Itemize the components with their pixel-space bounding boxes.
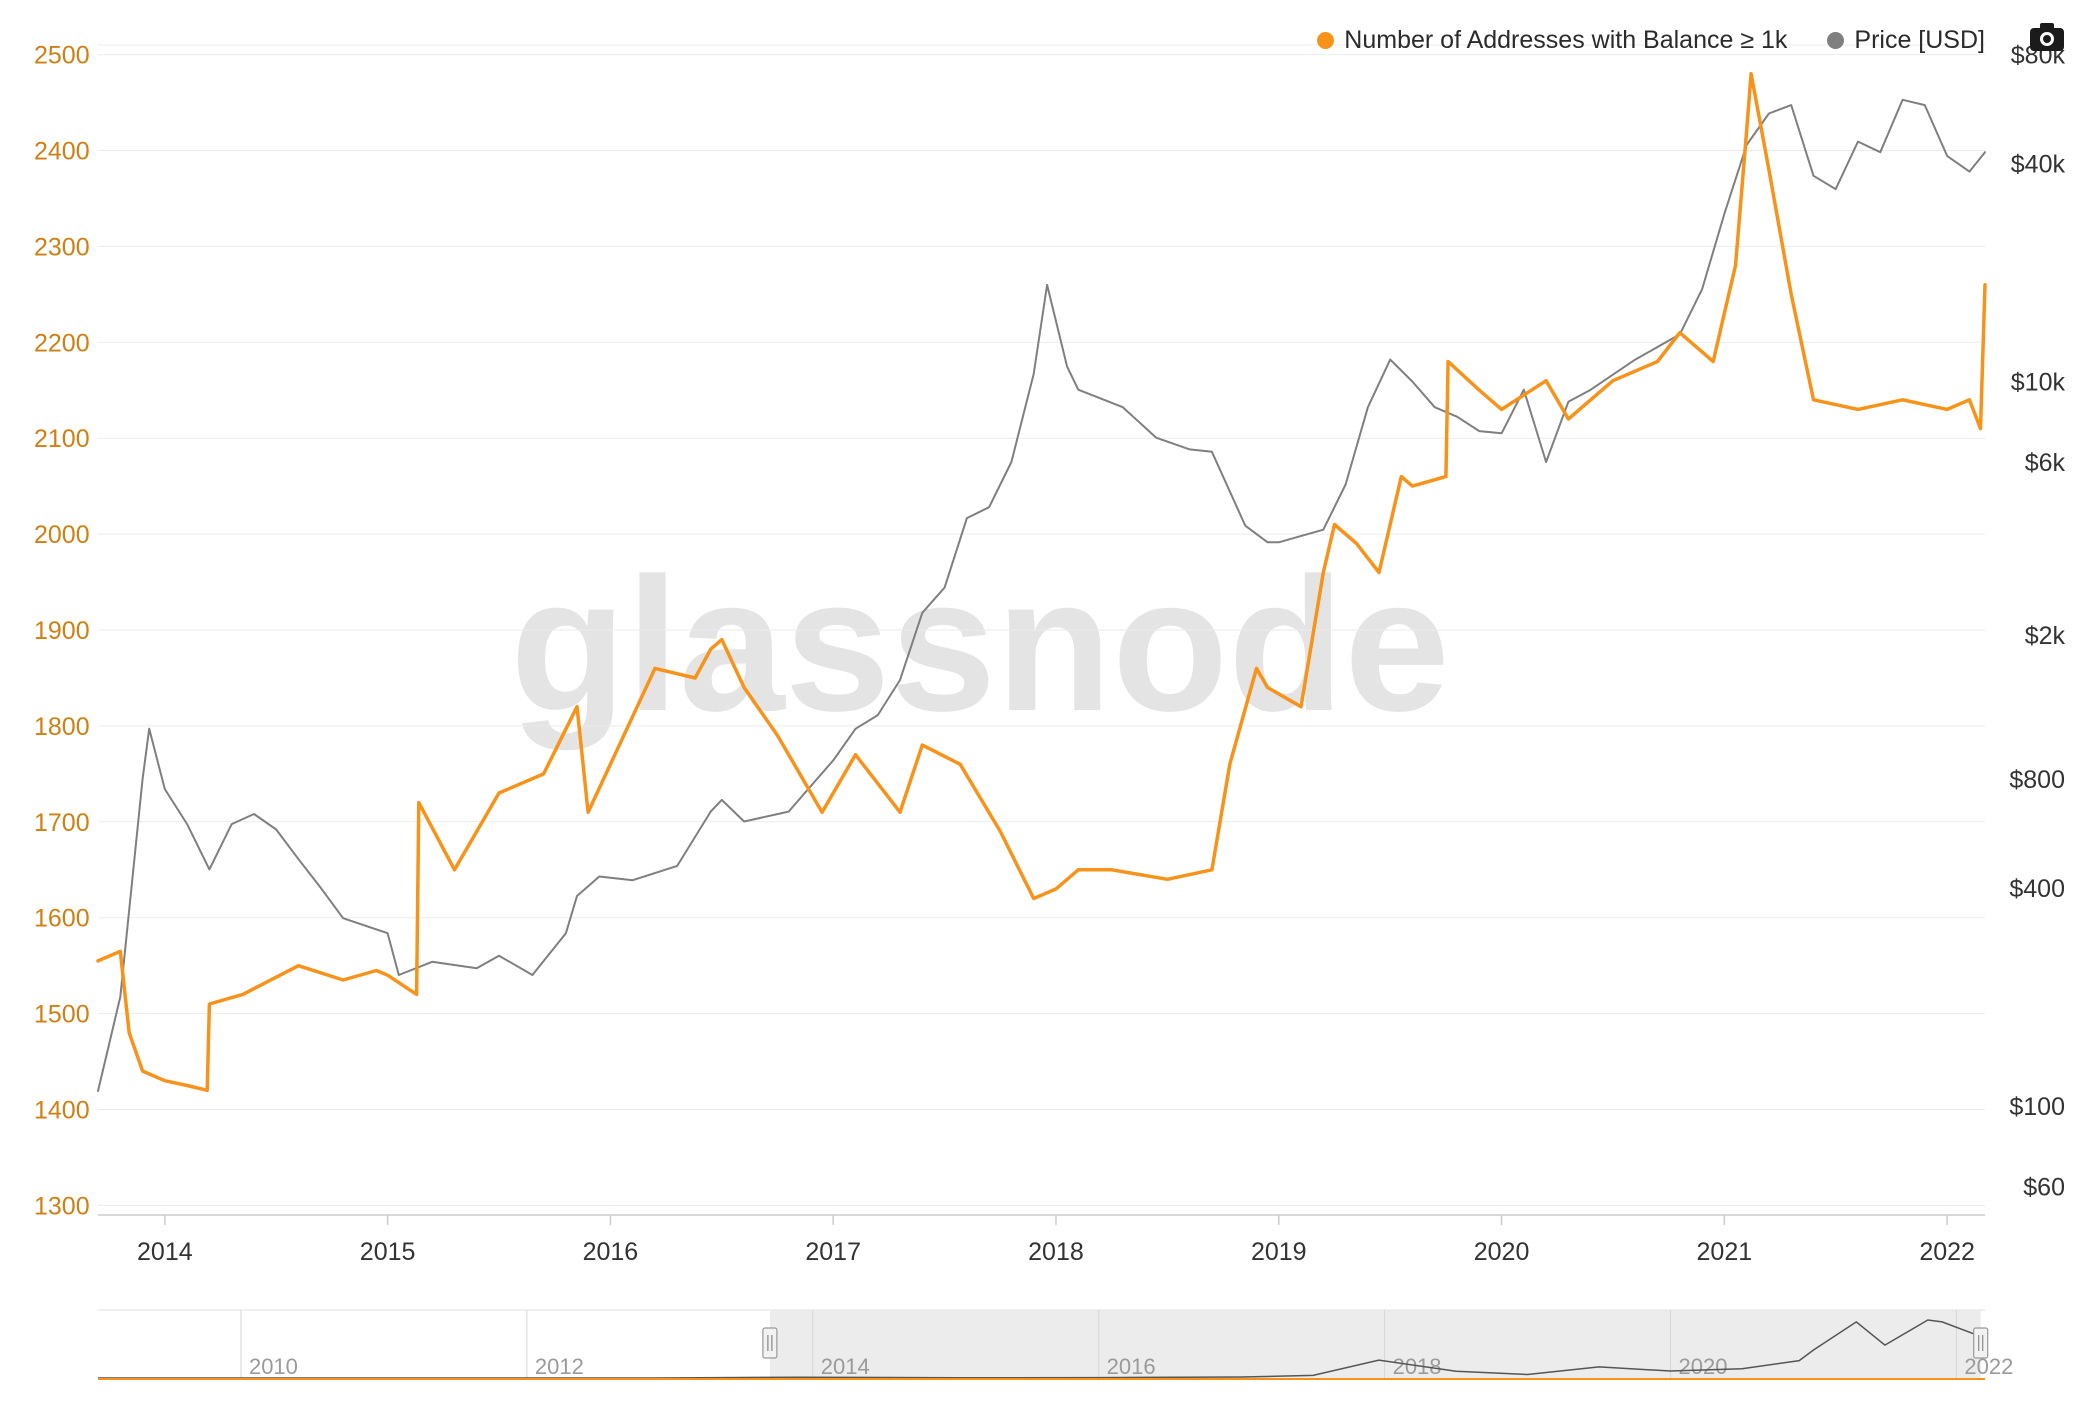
left-axis-tick-label: 2400 [34, 137, 90, 165]
x-axis: 2014 2015 2016 2017 2018 2019 2020 2021 2022 [98, 1214, 1985, 1266]
right-axis-tick-label: $10k [2011, 369, 2066, 397]
x-axis-tick-label: 2014 [137, 1238, 193, 1266]
x-axis-tick-label: 2021 [1697, 1238, 1753, 1266]
left-axis-tick-label: 2200 [34, 329, 90, 357]
left-axis-tick-label: 1900 [34, 617, 90, 645]
series-line-price [97, 98, 1986, 1092]
right-axis: $60$100$400$800$2k$6k$10k$40k$80k [2009, 42, 2065, 1202]
left-axis-tick-label: 1500 [34, 1001, 90, 1029]
x-axis-tick-label: 2022 [1919, 1238, 1975, 1266]
left-axis-tick-label: 2000 [34, 521, 90, 549]
series-line-addresses [96, 72, 1987, 1093]
right-axis-tick-label: $100 [2009, 1093, 2065, 1121]
left-axis-tick-label: 1300 [34, 1192, 90, 1220]
left-axis-tick-label: 1700 [34, 809, 90, 837]
navigator-tick-label: 2022 [1964, 1354, 2013, 1379]
x-axis-tick-label: 2020 [1474, 1238, 1530, 1266]
legend: Number of Addresses with Balance ≥ 1k Pr… [1317, 26, 1985, 55]
navigator-tick-label: 2018 [1393, 1354, 1442, 1379]
watermark: glassnode [510, 539, 1450, 751]
right-axis-tick-label: $6k [2025, 449, 2066, 477]
left-axis-tick-label: 1400 [34, 1097, 90, 1125]
series-layer [96, 72, 1987, 1093]
x-axis-tick-label: 2015 [360, 1238, 416, 1266]
x-axis-tick-label: 2017 [805, 1238, 861, 1266]
gridlines [98, 44, 1985, 1206]
left-axis-tick-label: 1600 [34, 905, 90, 933]
navigator-tick-label: 2010 [249, 1354, 298, 1379]
legend-item-addresses[interactable]: Number of Addresses with Balance ≥ 1k [1317, 26, 1787, 55]
right-axis-tick-label: $800 [2009, 766, 2065, 794]
left-axis-tick-label: 2100 [34, 425, 90, 453]
right-axis-tick-label: $40k [2011, 151, 2066, 179]
left-axis-tick-label: 2500 [34, 42, 90, 70]
x-axis-tick-label: 2019 [1251, 1238, 1307, 1266]
camera-icon[interactable] [2029, 22, 2065, 52]
legend-item-price[interactable]: Price [USD] [1827, 26, 1985, 55]
left-axis: 1300 1400 1500 1600 1700 1800 1900 2000 2100 2200… [34, 42, 90, 1221]
left-axis-tick-label: 1800 [34, 713, 90, 741]
left-axis-tick-label: 2300 [34, 233, 90, 261]
right-axis-tick-label: $2k [2025, 622, 2066, 650]
legend-dot-addresses [1317, 32, 1335, 49]
right-axis-tick-label: $60 [2023, 1173, 2065, 1201]
navigator-tick-label: 2020 [1679, 1354, 1728, 1379]
navigator-handle-right[interactable] [1973, 1327, 1989, 1359]
navigator-selection [769, 1310, 1981, 1380]
range-navigator[interactable]: 2010 2012 2014 2016 2018 2020 2022 [98, 1309, 2013, 1380]
navigator-handle-left[interactable] [762, 1327, 778, 1359]
navigator-tick-label: 2014 [821, 1354, 870, 1379]
navigator-tick-label: 2012 [535, 1354, 584, 1379]
x-axis-tick-label: 2016 [583, 1238, 639, 1266]
x-axis-tick-label: 2018 [1028, 1238, 1084, 1266]
navigator-price-line [98, 1319, 1981, 1379]
legend-label-addresses: Number of Addresses with Balance ≥ 1k [1344, 26, 1788, 54]
navigator-tick-label: 2016 [1107, 1354, 1156, 1379]
legend-dot-price [1827, 32, 1845, 49]
legend-label-price: Price [USD] [1854, 26, 1985, 54]
right-axis-tick-label: $400 [2009, 875, 2065, 903]
